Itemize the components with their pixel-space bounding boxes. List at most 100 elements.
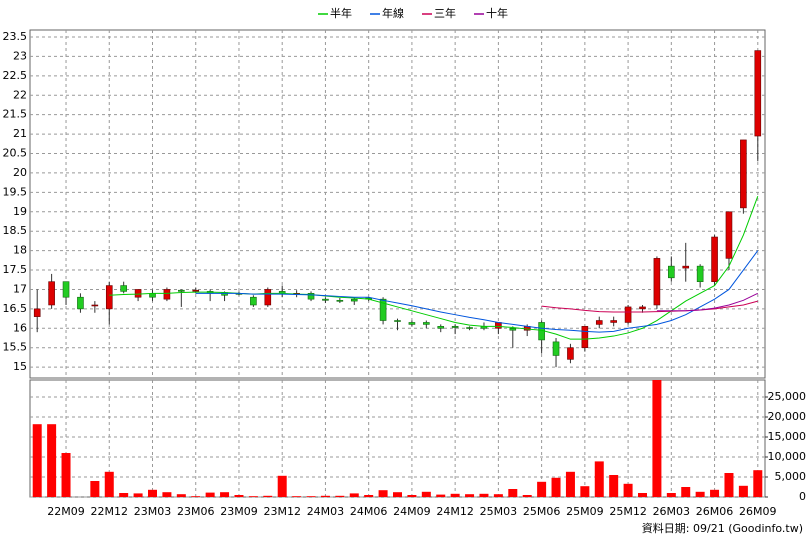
- y-tick-label: 18: [13, 244, 27, 257]
- x-tick-label: 25M06: [523, 505, 561, 518]
- volume-bar: [436, 494, 446, 497]
- volume-bar: [666, 493, 676, 497]
- x-tick-label: 26M09: [739, 505, 777, 518]
- x-tick-label: 24M03: [307, 505, 345, 518]
- y-tick-label: 23.5: [3, 30, 28, 43]
- volume-bar: [407, 495, 417, 497]
- volume-bar: [320, 495, 330, 497]
- y-tick-label: 17: [13, 282, 27, 295]
- volume-bar: [421, 491, 431, 497]
- volume-bar: [32, 424, 42, 497]
- candle-body: [595, 320, 603, 325]
- candle-body: [394, 320, 401, 322]
- ma-line: [195, 250, 759, 333]
- volume-bar: [104, 471, 114, 497]
- candle-body: [696, 265, 704, 282]
- candle-body: [682, 265, 690, 269]
- volume-bar: [133, 493, 143, 497]
- x-tick-label: 24M12: [436, 505, 474, 518]
- x-tick-label: 22M09: [47, 505, 85, 518]
- ma-line: [656, 292, 759, 312]
- y-tick-label: 15,000: [768, 430, 807, 443]
- volume-bar: [551, 477, 561, 497]
- candle-body: [178, 289, 185, 292]
- candle-body: [653, 258, 661, 306]
- volume-bar: [753, 470, 763, 497]
- legend-label: 十年: [486, 6, 508, 20]
- candle-body: [725, 211, 733, 259]
- y-tick-label: 25,000: [768, 390, 807, 403]
- y-tick-label: 22.5: [3, 69, 28, 82]
- candle-body: [740, 139, 747, 209]
- volume-bar: [364, 495, 374, 497]
- candle-body: [350, 298, 358, 302]
- candle-body: [639, 306, 646, 310]
- y-tick-label: 22: [13, 88, 27, 101]
- y-tick-label: 20: [13, 166, 27, 179]
- volume-bar: [537, 481, 547, 497]
- candle-body: [408, 322, 416, 325]
- volume-bar: [594, 461, 604, 497]
- volume-bar: [565, 471, 575, 497]
- volume-bar: [220, 492, 230, 497]
- x-tick-label: 22M12: [91, 505, 129, 518]
- candle-body: [336, 300, 344, 302]
- volume-bar: [623, 483, 633, 497]
- volume-bar: [292, 496, 302, 497]
- volume-bar: [335, 495, 345, 497]
- legend-label: 三年: [434, 6, 456, 20]
- y-tick-label: 16: [13, 321, 27, 334]
- volume-bar: [277, 475, 287, 497]
- volume-bar: [580, 486, 590, 497]
- volume-bar: [191, 496, 201, 497]
- volume-bar: [638, 493, 647, 497]
- volume-bar: [695, 491, 705, 497]
- y-tick-label: 0: [799, 490, 806, 503]
- y-tick-label: 21: [13, 127, 27, 140]
- volume-bar: [176, 494, 186, 497]
- candle-body: [423, 322, 430, 325]
- y-tick-label: 20.5: [3, 147, 28, 160]
- legend-label: 年線: [382, 6, 404, 20]
- y-tick-label: 17.5: [3, 263, 28, 276]
- x-tick-label: 25M12: [609, 505, 647, 518]
- candle-body: [62, 281, 70, 298]
- candle-body: [33, 308, 41, 317]
- volume-bar: [465, 494, 475, 497]
- candle-body: [466, 327, 473, 329]
- volume-bar: [393, 492, 402, 497]
- x-tick-label: 23M09: [220, 505, 258, 518]
- candle-body: [48, 281, 55, 306]
- volume-bar: [205, 492, 215, 497]
- x-tick-label: 24M09: [393, 505, 431, 518]
- volume-bar: [90, 481, 100, 497]
- volume-bar: [479, 493, 489, 497]
- ma-line: [541, 300, 758, 313]
- y-tick-label: 19.5: [3, 185, 28, 198]
- candle-body: [163, 289, 171, 300]
- volume-bar: [493, 494, 503, 497]
- volume-bar: [738, 485, 748, 497]
- candle-body: [264, 289, 272, 306]
- volume-bar: [248, 496, 258, 497]
- x-tick-label: 23M06: [177, 505, 215, 518]
- candle-body: [77, 296, 84, 310]
- volume-bar: [450, 493, 460, 497]
- candle-body: [552, 341, 560, 356]
- candle-body: [120, 285, 127, 292]
- x-tick-label: 23M03: [134, 505, 172, 518]
- source-note: 資料日期: 09/21 (Goodinfo.tw): [642, 521, 803, 535]
- candle-body: [91, 304, 99, 307]
- y-tick-label: 19: [13, 205, 27, 218]
- legend-label: 半年: [330, 6, 352, 20]
- candle-body: [250, 296, 257, 306]
- volume-bar: [508, 489, 518, 497]
- y-tick-label: 20,000: [768, 410, 807, 423]
- volume-bar: [522, 495, 532, 497]
- y-tick-label: 10,000: [768, 450, 807, 463]
- y-tick-label: 15: [13, 360, 27, 373]
- volume-bar: [162, 492, 172, 497]
- volume-bar: [47, 424, 57, 497]
- candle-body: [307, 293, 315, 300]
